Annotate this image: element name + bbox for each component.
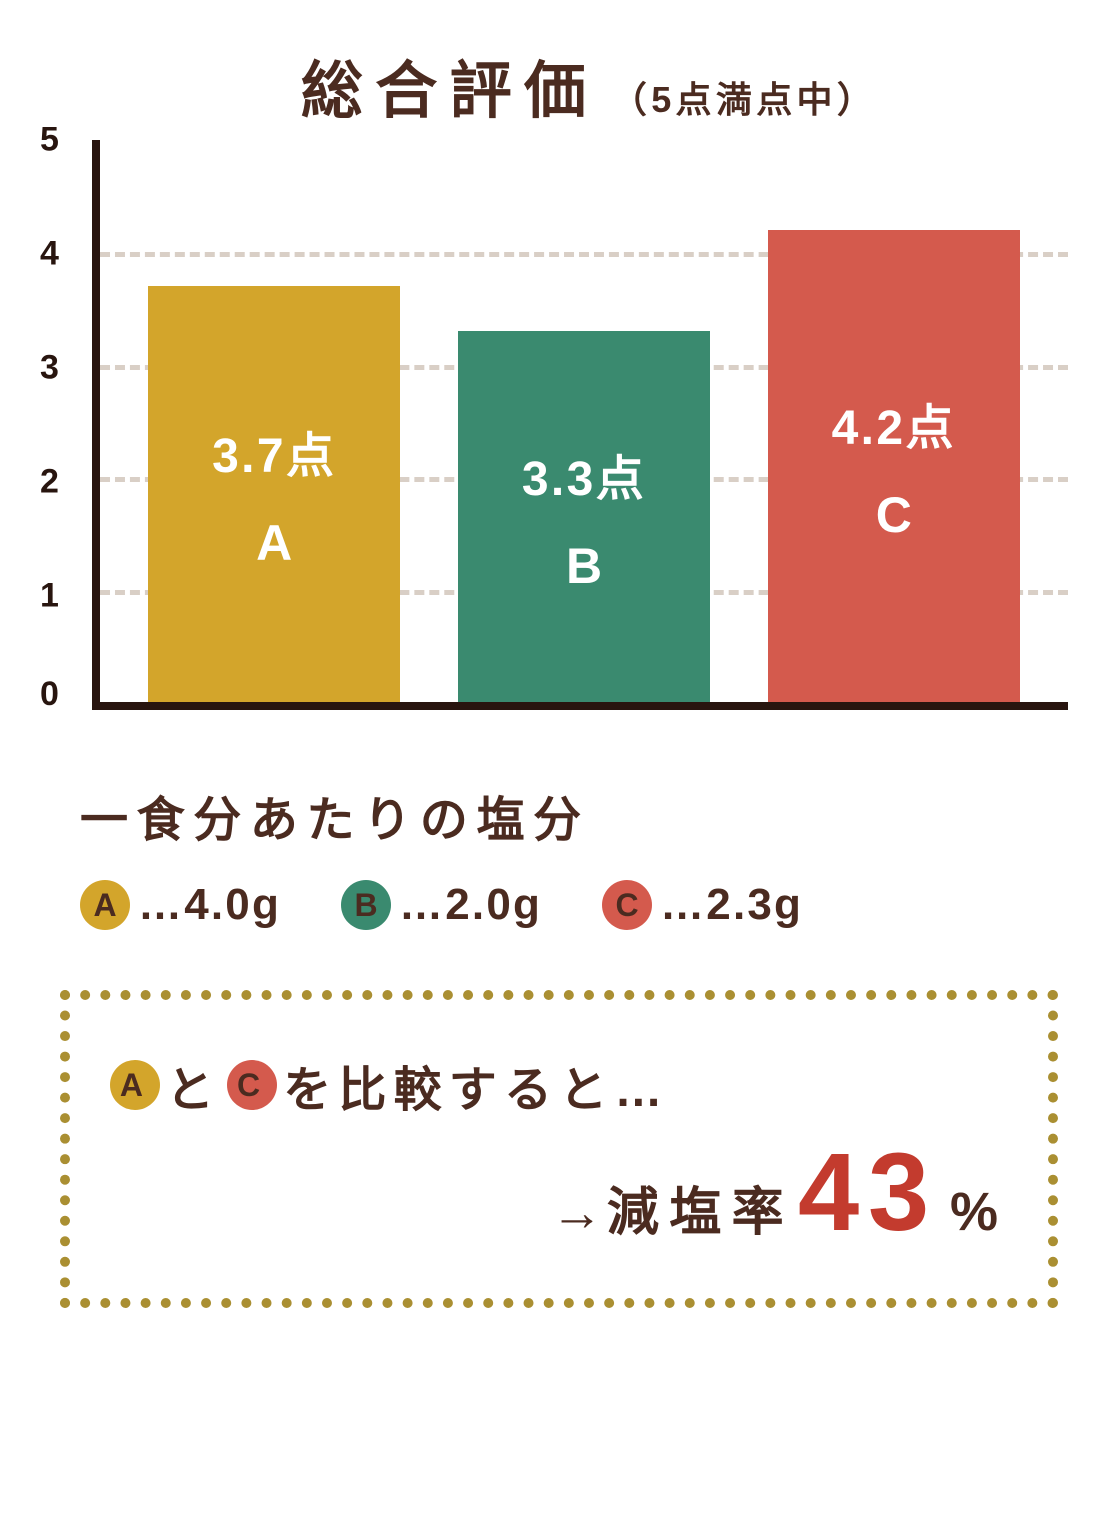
salt-item-b: B…2.0g — [341, 880, 542, 930]
y-tick-label: 5 — [40, 121, 59, 160]
salt-badge-b: B — [341, 880, 391, 930]
y-tick-label: 2 — [40, 463, 59, 502]
comparison-box: A と C を比較すると… → 減塩率 43 % — [60, 990, 1058, 1308]
chart-title-row: 総合評価 （5点満点中） — [40, 40, 1078, 130]
bar-b: 3.3点 B — [458, 331, 710, 702]
result-line: → 減塩率 43 % — [110, 1138, 1008, 1248]
salt-value: …2.0g — [399, 880, 542, 930]
result-percent: % — [950, 1181, 998, 1243]
salt-section: 一食分あたりの塩分 A…4.0g B…2.0g C…2.3g — [40, 780, 1078, 930]
compare-badge-a: A — [110, 1060, 160, 1110]
bar-c: 4.2点 C — [768, 230, 1020, 702]
salt-value: …4.0g — [138, 880, 281, 930]
y-tick-label: 1 — [40, 577, 59, 616]
chart-title-sub: （5点満点中） — [611, 79, 877, 120]
arrow-icon: → — [551, 1183, 603, 1243]
salt-badge-a: A — [80, 880, 130, 930]
compare-line: A と C を比較すると… — [110, 1050, 1008, 1120]
salt-row: A…4.0g B…2.0g C…2.3g — [80, 880, 1038, 930]
bar-value: 3.7点 — [212, 416, 336, 486]
bar-value: 4.2点 — [832, 388, 956, 458]
salt-item-c: C…2.3g — [602, 880, 803, 930]
bar-label: B — [566, 537, 602, 595]
result-label: 減塩率 — [607, 1170, 794, 1245]
bar-chart: 012345 3.7点A3.3点B4.2点C — [40, 140, 1078, 710]
plot-area: 3.7点 A 3.3点 B 4.2点 C — [92, 140, 1068, 710]
compare-badge-c: C — [227, 1060, 277, 1110]
salt-badge-c: C — [602, 880, 652, 930]
compare-badge-a-letter: A — [120, 1067, 150, 1104]
salt-item-a: A…4.0g — [80, 880, 281, 930]
y-axis: 012345 — [40, 140, 92, 710]
compare-text-tail: を比較すると… — [283, 1050, 669, 1120]
bar-value: 3.3点 — [522, 439, 646, 509]
compare-text-mid1: と — [166, 1050, 221, 1120]
salt-title: 一食分あたりの塩分 — [80, 780, 1038, 850]
chart-title-main: 総合評価 — [301, 57, 599, 126]
y-tick-label: 4 — [40, 235, 59, 274]
bar-label: A — [256, 514, 292, 572]
result-number: 43 — [798, 1138, 938, 1248]
compare-badge-c-letter: C — [237, 1067, 267, 1104]
y-tick-label: 3 — [40, 349, 59, 388]
bar-label: C — [876, 486, 912, 544]
salt-value: …2.3g — [660, 880, 803, 930]
y-tick-label: 0 — [40, 675, 59, 714]
bar-a: 3.7点 A — [148, 286, 400, 702]
